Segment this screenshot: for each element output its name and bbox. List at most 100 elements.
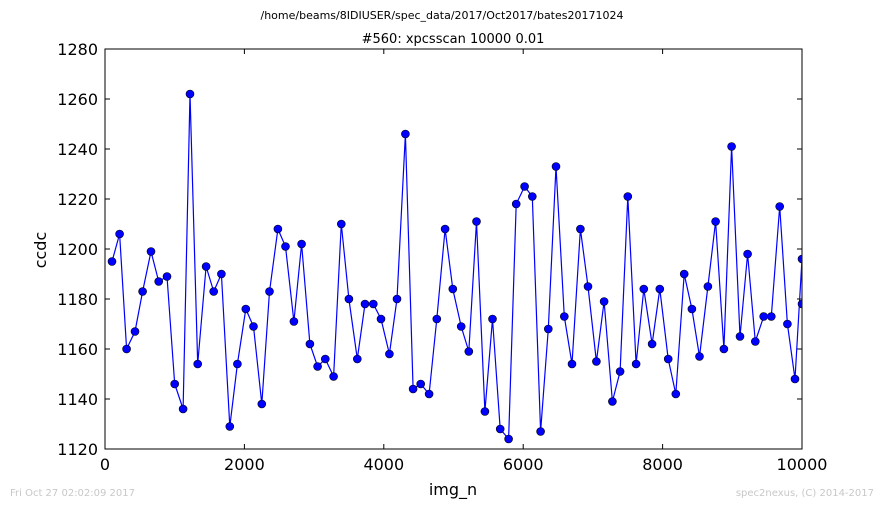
y-tick-label: 1200	[57, 240, 98, 259]
data-point	[671, 389, 681, 399]
data-point	[536, 427, 545, 436]
data-point	[703, 282, 713, 291]
data-point	[735, 332, 745, 341]
data-point	[488, 314, 497, 324]
data-point	[178, 404, 188, 414]
plot-area: 0 2000 4000 6000 8000 10000 1120 1140 1160 1180 12…	[57, 40, 827, 474]
data-point	[759, 312, 769, 321]
x-axis-label: img_n	[429, 480, 477, 500]
data-point	[122, 344, 131, 354]
y-tick-label: 1220	[57, 190, 98, 209]
data-point	[241, 304, 251, 314]
data-point	[559, 312, 569, 321]
data-point	[170, 379, 179, 389]
footer-timestamp: Fri Oct 27 02:02:09 2017	[10, 488, 136, 499]
data-point	[138, 287, 147, 296]
data-point	[249, 322, 258, 331]
data-point	[281, 242, 290, 251]
data-point	[185, 89, 195, 99]
footer-credit: spec2nexus, (C) 2014-2017	[735, 488, 874, 499]
data-point	[305, 339, 315, 349]
chart-suptitle: /home/beams/8IDIUSER/spec_data/2017/Oct2…	[261, 9, 624, 22]
data-point	[679, 269, 689, 279]
data-point	[623, 192, 633, 201]
data-point	[775, 202, 785, 211]
data-point	[750, 337, 760, 346]
data-point	[162, 272, 172, 281]
data-point	[663, 354, 673, 364]
data-point	[313, 362, 322, 371]
data-point	[265, 287, 274, 296]
chart-title: #560: xpcsscan 10000 0.01	[362, 32, 545, 47]
data-point	[511, 199, 521, 209]
data-point	[352, 354, 362, 364]
data-point	[193, 359, 202, 369]
data-point	[408, 384, 418, 394]
x-tick-label: 4000	[363, 455, 404, 474]
data-point	[424, 389, 434, 399]
data-point	[797, 254, 802, 264]
data-point	[344, 294, 354, 304]
data-point	[320, 354, 330, 364]
data-point	[790, 374, 800, 384]
data-point	[495, 424, 505, 434]
data-point	[154, 277, 163, 286]
plot-frame	[104, 48, 803, 450]
data-point	[599, 297, 609, 306]
y-tick-label: 1120	[57, 440, 98, 459]
data-point	[615, 367, 625, 376]
data-point	[115, 229, 124, 239]
data-point	[464, 347, 474, 356]
data-point	[576, 224, 585, 234]
data-point	[527, 192, 537, 201]
data-point	[783, 319, 792, 329]
data-point	[376, 314, 386, 324]
data-point	[504, 434, 513, 444]
data-point	[416, 379, 426, 389]
y-tick-label: 1240	[57, 140, 98, 159]
data-point	[543, 324, 553, 334]
y-tick-label: 1180	[57, 290, 98, 309]
data-point	[368, 299, 378, 309]
data-point	[583, 282, 593, 291]
data-point	[289, 317, 299, 326]
x-tick-label: 10000	[777, 455, 828, 474]
data-point	[711, 217, 720, 226]
data-point	[273, 224, 283, 234]
data-point	[592, 357, 601, 366]
data-point	[107, 257, 117, 266]
data-point	[766, 312, 776, 321]
data-point	[456, 322, 466, 331]
data-point	[432, 314, 442, 324]
data-point	[480, 407, 490, 416]
data-point	[209, 287, 218, 296]
data-point	[401, 129, 410, 139]
data-point	[695, 352, 704, 361]
data-point	[631, 359, 641, 369]
data-point	[567, 359, 577, 369]
data-point	[647, 339, 657, 349]
y-tick-label: 1160	[57, 340, 98, 359]
x-tick-label: 2000	[224, 455, 265, 474]
data-point	[392, 294, 402, 304]
data-point	[472, 217, 481, 226]
data-point	[297, 239, 306, 249]
data-point	[385, 349, 394, 359]
data-point	[440, 224, 450, 234]
data-point	[336, 219, 346, 229]
x-tick-label: 0	[100, 455, 110, 474]
y-axis-label: ccdc	[31, 232, 50, 269]
data-point	[233, 359, 242, 369]
data-point	[257, 399, 267, 409]
data-point	[727, 142, 736, 151]
data-point	[743, 249, 752, 259]
data-point	[448, 284, 458, 294]
data-point	[146, 247, 156, 256]
data-point	[639, 284, 649, 294]
data-point	[201, 262, 211, 271]
y-tick-label: 1280	[57, 40, 98, 59]
data-point	[655, 284, 665, 294]
data-point	[797, 299, 802, 309]
data-point	[608, 397, 617, 406]
x-tick-label: 6000	[503, 455, 544, 474]
